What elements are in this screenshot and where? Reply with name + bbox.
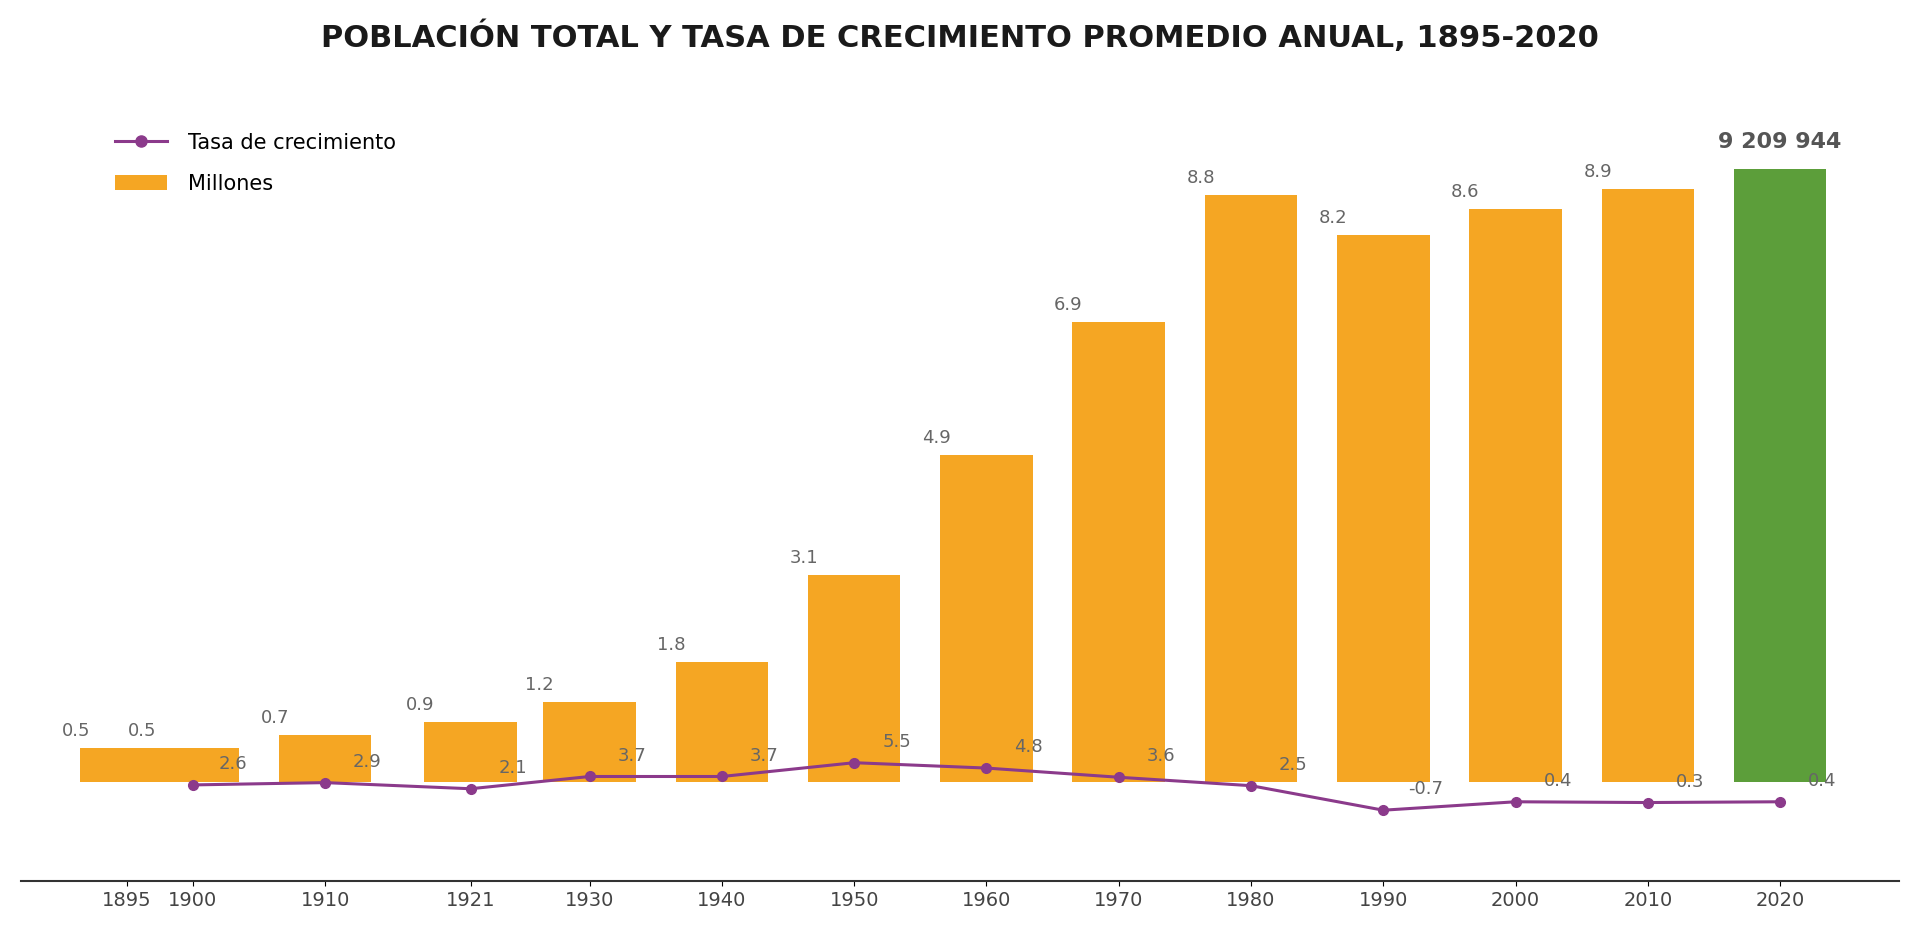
Bar [424, 722, 516, 781]
Text: 4.9: 4.9 [922, 429, 950, 447]
Bar [81, 749, 173, 781]
Text: 0.9: 0.9 [405, 695, 434, 713]
Text: 3.1: 3.1 [789, 549, 818, 567]
Text: 0.5: 0.5 [129, 722, 157, 740]
Text: 8.2: 8.2 [1319, 209, 1348, 227]
Bar [1601, 189, 1693, 781]
Text: 2.1: 2.1 [499, 759, 528, 776]
Text: 1.2: 1.2 [524, 676, 553, 694]
Legend: Tasa de crecimiento, Millones: Tasa de crecimiento, Millones [106, 125, 403, 202]
Text: -0.7: -0.7 [1407, 780, 1444, 798]
Bar [278, 735, 371, 781]
Bar [1336, 236, 1430, 781]
Bar [1734, 169, 1826, 781]
Text: 2.6: 2.6 [219, 755, 248, 773]
Bar [941, 455, 1033, 781]
Text: 5.5: 5.5 [881, 733, 910, 750]
Text: 0.3: 0.3 [1676, 773, 1705, 790]
Text: 6.9: 6.9 [1054, 296, 1083, 314]
Text: 0.4: 0.4 [1544, 772, 1572, 789]
Bar [1469, 209, 1561, 781]
Text: 0.4: 0.4 [1809, 772, 1837, 789]
Text: 9 209 944: 9 209 944 [1718, 132, 1841, 152]
Text: 2.5: 2.5 [1279, 756, 1308, 774]
Text: 8.6: 8.6 [1452, 182, 1480, 201]
Text: 0.5: 0.5 [61, 722, 90, 740]
Bar [676, 662, 768, 781]
Text: 0.7: 0.7 [261, 708, 290, 727]
Bar [808, 575, 900, 781]
Text: 3.7: 3.7 [751, 747, 780, 764]
Bar [543, 702, 636, 781]
Bar [1204, 196, 1298, 781]
Text: 1.8: 1.8 [657, 636, 685, 654]
Text: 2.9: 2.9 [353, 752, 382, 771]
Text: 4.8: 4.8 [1014, 738, 1043, 756]
Text: 3.6: 3.6 [1146, 748, 1175, 765]
Title: POBLACIÓN TOTAL Y TASA DE CRECIMIENTO PROMEDIO ANUAL, 1895-2020: POBLACIÓN TOTAL Y TASA DE CRECIMIENTO PR… [321, 20, 1599, 53]
Bar [1073, 322, 1165, 781]
Text: 3.7: 3.7 [618, 747, 647, 764]
Bar [146, 749, 240, 781]
Text: 8.8: 8.8 [1187, 169, 1215, 187]
Text: 8.9: 8.9 [1584, 163, 1613, 181]
